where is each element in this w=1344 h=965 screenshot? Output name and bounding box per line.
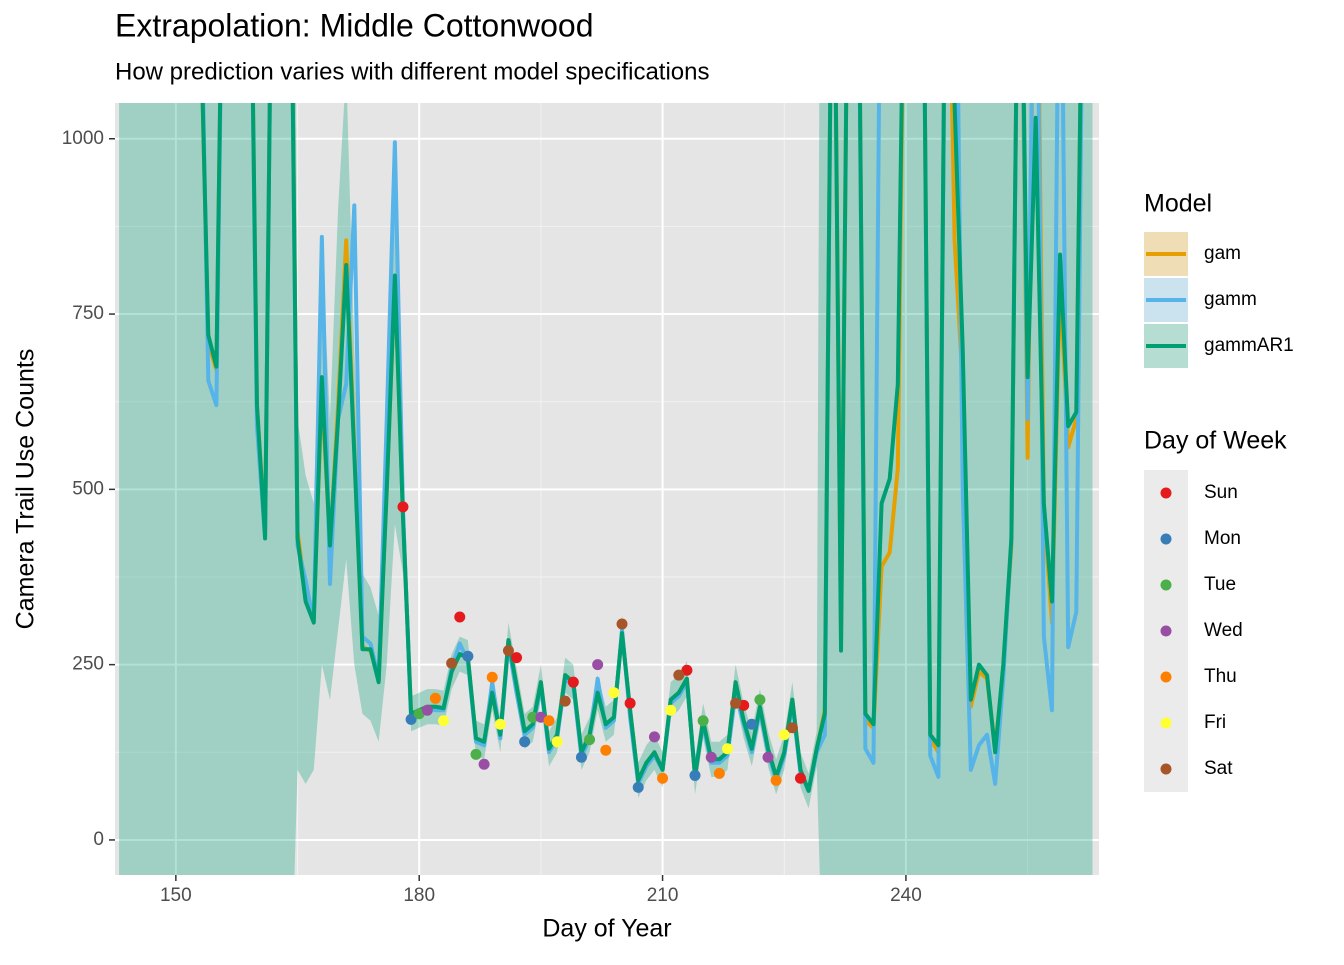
- model-line: [200, 103, 1083, 793]
- data-point: [454, 611, 466, 623]
- data-point: [405, 713, 417, 725]
- data-point: [721, 743, 733, 755]
- data-point: [697, 715, 709, 727]
- x-tick-label: 180: [403, 885, 435, 906]
- data-point: [470, 748, 482, 760]
- data-point: [575, 751, 587, 763]
- chart-title: Extrapolation: Middle Cottonwood: [115, 7, 594, 43]
- data-point: [429, 692, 441, 704]
- data-point: [770, 774, 782, 786]
- data-point: [608, 687, 620, 699]
- grid: [115, 103, 1099, 875]
- data-point: [778, 729, 790, 741]
- data-point: [794, 772, 806, 784]
- data-point: [511, 652, 523, 664]
- x-tick-label: 210: [647, 885, 679, 906]
- data-point: [584, 734, 596, 746]
- legend-key-point: [1160, 763, 1172, 775]
- data-point: [689, 769, 701, 781]
- data-point: [746, 718, 758, 730]
- data-point: [519, 736, 531, 748]
- data-point: [673, 669, 685, 681]
- data-point: [616, 618, 628, 630]
- legend-label: gam: [1204, 243, 1241, 264]
- legend-label: Tue: [1204, 574, 1236, 595]
- legend-label: Sat: [1204, 758, 1233, 779]
- data-point: [681, 664, 693, 676]
- legend-label: Fri: [1204, 712, 1226, 733]
- chart-subtitle: How prediction varies with different mod…: [115, 58, 710, 85]
- x-axis-label: Day of Year: [542, 915, 671, 943]
- legend-label: Mon: [1204, 528, 1241, 549]
- plot-area: [119, 103, 1093, 875]
- axes: 150 180 210 240 0 250 500 750 1000: [62, 128, 922, 906]
- data-point: [600, 744, 612, 756]
- data-point: [438, 715, 450, 727]
- y-tick-label: 250: [72, 654, 104, 675]
- data-point: [462, 650, 474, 662]
- data-point: [754, 694, 766, 706]
- legend-key-point: [1160, 717, 1172, 729]
- data-point: [624, 697, 636, 709]
- legend-key-point: [1160, 487, 1172, 499]
- data-point: [421, 704, 433, 716]
- data-point: [713, 767, 725, 779]
- data-point: [527, 711, 539, 723]
- y-tick-label: 0: [93, 829, 104, 850]
- y-tick-label: 750: [72, 303, 104, 324]
- data-point: [446, 657, 458, 669]
- data-point: [786, 722, 798, 734]
- data-point: [486, 671, 498, 683]
- confidence-ribbon: [119, 103, 1093, 875]
- data-point: [551, 736, 563, 748]
- legend-label: Thu: [1204, 666, 1237, 687]
- y-tick-label: 1000: [62, 128, 104, 149]
- data-point: [478, 758, 490, 770]
- data-point: [730, 697, 742, 709]
- legend-label: gammAR1: [1204, 335, 1294, 356]
- data-point: [762, 751, 774, 763]
- y-tick-label: 500: [72, 478, 104, 499]
- legend: gam gamm gammAR1 Sun Mon Tue Wed Thu Fri Sat: [1144, 232, 1294, 792]
- data-point: [665, 704, 677, 716]
- y-axis-label: Camera Trail Use Counts: [12, 349, 40, 630]
- legend-label: gamm: [1204, 289, 1257, 310]
- data-point: [559, 695, 571, 707]
- data-point: [567, 676, 579, 688]
- legend-label: Wed: [1204, 620, 1243, 641]
- legend-label: Sun: [1204, 482, 1238, 503]
- legend-key-point: [1160, 533, 1172, 545]
- legend-title: Day of Week: [1144, 427, 1287, 455]
- data-point: [494, 718, 506, 730]
- data-point: [397, 501, 409, 513]
- legend-key-point: [1160, 625, 1172, 637]
- legend-title: Model: [1144, 190, 1212, 218]
- legend-key-point: [1160, 671, 1172, 683]
- x-tick-label: 150: [160, 885, 192, 906]
- data-point: [648, 731, 660, 743]
- data-point: [592, 659, 604, 671]
- data-point: [543, 715, 555, 727]
- legend-key-point: [1160, 579, 1172, 591]
- data-point: [705, 751, 717, 763]
- model-line: [201, 103, 1084, 793]
- data-point: [657, 772, 669, 784]
- data-point: [502, 645, 514, 657]
- data-point: [632, 781, 644, 793]
- x-tick-label: 240: [890, 885, 922, 906]
